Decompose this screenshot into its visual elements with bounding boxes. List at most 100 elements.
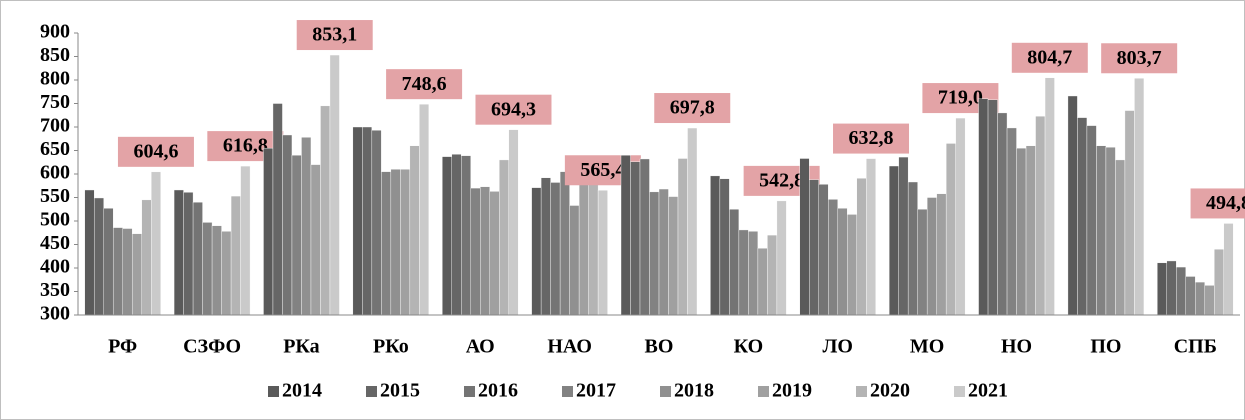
bar — [1124, 110, 1135, 316]
bar — [1067, 95, 1078, 316]
bar — [687, 127, 698, 316]
bar — [470, 187, 481, 316]
bar — [531, 187, 542, 316]
bar — [898, 156, 909, 316]
legend-label: 2018 — [674, 380, 714, 402]
bar — [381, 171, 392, 316]
bar — [202, 222, 213, 316]
bar — [926, 197, 937, 316]
bar — [1105, 147, 1116, 316]
bar — [1204, 285, 1215, 316]
bar — [809, 179, 819, 316]
y-tick-label: 300 — [40, 303, 70, 325]
bar — [390, 169, 401, 316]
bar — [578, 183, 589, 316]
bar — [240, 165, 251, 316]
bar — [451, 154, 462, 316]
bar — [945, 143, 956, 316]
bar — [112, 227, 123, 316]
bar — [489, 191, 500, 316]
data-label-box — [833, 123, 910, 154]
bar — [1134, 78, 1145, 316]
bar — [710, 175, 721, 316]
bar — [362, 126, 373, 316]
x-tick-label: НО — [1001, 336, 1032, 358]
bar — [856, 178, 867, 316]
y-tick-label: 800 — [40, 68, 70, 90]
bar — [1223, 223, 1234, 316]
x-tick-label: РКо — [373, 336, 409, 358]
bar — [1176, 266, 1187, 316]
data-label: 565,4 — [580, 159, 625, 181]
x-tick-label: КО — [734, 336, 764, 358]
bar — [230, 195, 241, 316]
data-label-box — [386, 69, 463, 100]
bar — [1185, 276, 1196, 316]
data-label: 694,3 — [491, 98, 536, 120]
bar — [419, 103, 430, 316]
legend-marker — [954, 386, 965, 397]
bar — [150, 171, 161, 316]
y-tick-label: 400 — [40, 256, 70, 278]
y-tick-label: 450 — [40, 232, 70, 254]
x-tick-label: ПО — [1090, 336, 1121, 358]
bar — [282, 134, 293, 316]
bar — [649, 191, 660, 316]
bar — [917, 209, 928, 316]
bar — [352, 126, 363, 316]
bar — [630, 161, 641, 316]
bar — [828, 199, 838, 316]
legend-label: 2021 — [968, 380, 1008, 402]
y-tick-label: 850 — [40, 44, 70, 66]
x-tick-label: НАО — [547, 336, 592, 358]
bar — [400, 169, 411, 316]
bar — [997, 112, 1008, 316]
x-tick-label: РФ — [108, 336, 137, 358]
x-tick-label: ВО — [645, 336, 674, 358]
bar — [141, 199, 152, 316]
bar — [559, 171, 570, 316]
bar — [1157, 262, 1168, 316]
bar — [757, 248, 768, 316]
x-tick-label: СПБ — [1174, 336, 1217, 358]
data-label: 697,8 — [670, 97, 715, 119]
data-label-box — [296, 20, 373, 51]
data-label-box — [475, 94, 552, 125]
bar — [1035, 115, 1046, 316]
bar — [1166, 260, 1177, 316]
bar — [480, 186, 490, 316]
bar — [1195, 281, 1206, 316]
data-label: 804,7 — [1027, 46, 1072, 68]
data-label-box — [1190, 188, 1245, 219]
bar — [310, 164, 321, 316]
bar — [748, 231, 759, 316]
y-tick-label: 750 — [40, 91, 70, 113]
bar — [103, 208, 114, 316]
legend-label: 2014 — [282, 380, 322, 402]
bar — [1096, 145, 1107, 316]
data-label-box — [117, 136, 194, 167]
data-label: 494,8 — [1206, 192, 1245, 214]
bar — [987, 99, 998, 316]
data-label: 542,8 — [759, 169, 804, 191]
bar — [192, 201, 203, 316]
data-label-box — [1011, 42, 1088, 73]
x-tick-label: СЗФО — [183, 336, 241, 358]
bar — [677, 158, 688, 316]
legend-marker — [562, 386, 573, 397]
data-label-box — [654, 93, 731, 124]
legend-marker — [758, 386, 769, 397]
bar — [767, 234, 778, 316]
data-label: 748,6 — [402, 73, 447, 95]
bar — [1016, 147, 1027, 316]
bar — [847, 214, 857, 316]
bar — [1086, 125, 1097, 316]
bar — [658, 188, 669, 316]
bar — [569, 205, 580, 316]
y-tick-label: 700 — [40, 115, 70, 137]
bar — [550, 182, 561, 316]
bar — [837, 208, 848, 316]
bar — [639, 158, 650, 316]
legend-label: 2020 — [870, 380, 910, 402]
